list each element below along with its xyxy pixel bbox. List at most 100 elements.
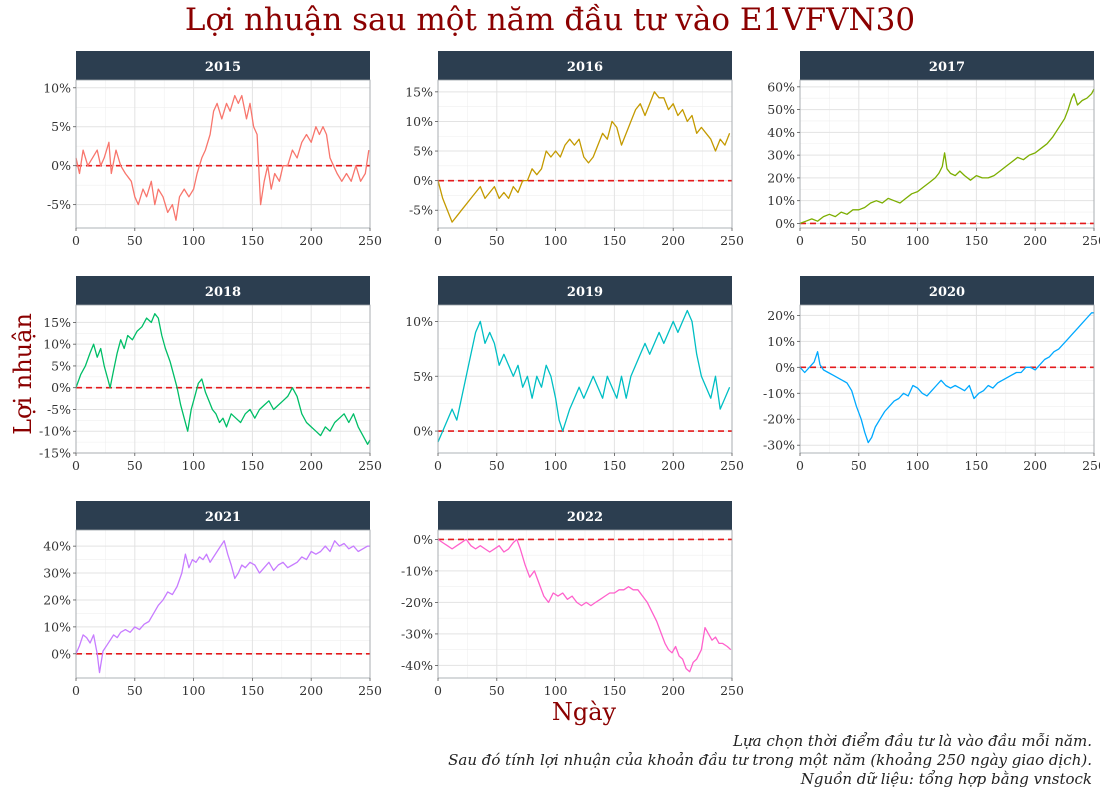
x-tick-label: 0 xyxy=(72,683,80,698)
y-tick-label: 5% xyxy=(51,358,71,373)
y-tick-label: 0% xyxy=(775,216,795,231)
y-tick-label: 10% xyxy=(43,337,71,352)
facet-strip-label: 2017 xyxy=(929,60,965,75)
facet-panel-2016: 2016 -5% 0% 5% 10% 15% 0 50 100 150 200 250 xyxy=(405,51,744,248)
y-tick-label: -15% xyxy=(39,446,71,461)
y-tick-label: 20% xyxy=(767,170,795,185)
y-tick-label: 30% xyxy=(767,148,795,163)
facet-strip xyxy=(76,501,370,530)
y-tick-label: -40% xyxy=(401,658,433,673)
series-line-2021 xyxy=(75,540,370,674)
y-tick-label: -30% xyxy=(401,626,433,641)
x-tick-label: 0 xyxy=(796,458,804,473)
chart-title: Lợi nhuận sau một năm đầu tư vào E1VFVN3… xyxy=(184,2,916,38)
facet-panel-2015: 2015 -5% 0% 5% 10% 0 50 100 150 200 250 xyxy=(43,51,382,248)
facet-panel-2018: 2018 -15% -10% -5% 0% 5% 10% 15% 0 50 100 150 200 250 xyxy=(39,276,382,473)
y-tick-label: 40% xyxy=(767,125,795,140)
x-tick-label: 200 xyxy=(299,458,323,473)
x-tick-label: 150 xyxy=(964,233,988,248)
x-tick-label: 50 xyxy=(127,683,143,698)
series-line-2015 xyxy=(75,94,370,221)
y-tick-label: -5% xyxy=(47,197,71,212)
x-tick-label: 100 xyxy=(544,683,568,698)
caption-line: Lựa chọn thời điểm đầu tư là vào đầu mỗi… xyxy=(733,732,1092,750)
x-tick-label: 50 xyxy=(127,233,143,248)
y-tick-label: 10% xyxy=(767,334,795,349)
x-tick-label: 250 xyxy=(358,458,382,473)
y-tick-label: 40% xyxy=(43,539,71,554)
x-tick-label: 150 xyxy=(602,458,626,473)
y-tick-label: 5% xyxy=(413,369,433,384)
x-tick-label: 100 xyxy=(906,233,930,248)
series-line-2019 xyxy=(437,309,731,443)
x-axis-label: Ngày xyxy=(551,698,617,726)
x-tick-label: 150 xyxy=(964,458,988,473)
x-tick-label: 200 xyxy=(661,683,685,698)
y-tick-label: 0% xyxy=(51,646,71,661)
x-tick-label: 50 xyxy=(489,683,505,698)
x-tick-label: 0 xyxy=(434,683,442,698)
y-tick-label: 10% xyxy=(405,314,433,329)
x-tick-label: 100 xyxy=(544,233,568,248)
series-line-2020 xyxy=(799,312,1094,444)
x-tick-label: 250 xyxy=(720,683,744,698)
y-tick-label: 10% xyxy=(43,619,71,634)
facet-strip-label: 2021 xyxy=(205,510,241,525)
facet-strip xyxy=(76,276,370,305)
x-tick-label: 0 xyxy=(434,458,442,473)
panel-border xyxy=(75,79,371,229)
x-tick-label: 200 xyxy=(661,458,685,473)
y-tick-label: 60% xyxy=(767,79,795,94)
panel-border xyxy=(75,529,371,679)
facet-strip-label: 2019 xyxy=(567,285,603,300)
x-tick-label: 250 xyxy=(358,683,382,698)
facet-panel-2022: 2022 -40% -30% -20% -10% 0% 0 50 100 150 200 250 xyxy=(401,501,744,698)
caption: Lựa chọn thời điểm đầu tư là vào đầu mỗi… xyxy=(448,732,1092,789)
x-tick-label: 150 xyxy=(240,683,264,698)
facet-strip xyxy=(76,51,370,80)
y-tick-label: -20% xyxy=(401,595,433,610)
facet-strip-label: 2018 xyxy=(205,285,241,300)
x-tick-label: 0 xyxy=(72,458,80,473)
facet-strip xyxy=(438,501,732,530)
y-tick-label: 10% xyxy=(767,193,795,208)
x-tick-label: 100 xyxy=(544,458,568,473)
y-tick-label: 20% xyxy=(767,308,795,323)
y-tick-label: 20% xyxy=(43,592,71,607)
y-tick-label: 0% xyxy=(775,360,795,375)
y-tick-label: 5% xyxy=(413,144,433,159)
x-tick-label: 250 xyxy=(720,233,744,248)
y-tick-label: -30% xyxy=(763,438,795,453)
facet-strip xyxy=(800,51,1094,80)
y-tick-label: 30% xyxy=(43,566,71,581)
y-tick-label: -5% xyxy=(409,203,433,218)
x-tick-label: 0 xyxy=(72,233,80,248)
x-tick-label: 150 xyxy=(240,233,264,248)
x-tick-label: 100 xyxy=(906,458,930,473)
x-tick-label: 0 xyxy=(434,233,442,248)
facet-strip xyxy=(438,276,732,305)
x-tick-label: 200 xyxy=(299,233,323,248)
x-tick-label: 100 xyxy=(182,233,206,248)
y-tick-label: 15% xyxy=(405,84,433,99)
y-tick-label: -10% xyxy=(39,424,71,439)
y-tick-label: 10% xyxy=(43,80,71,95)
x-tick-label: 150 xyxy=(602,233,626,248)
panel-border xyxy=(437,79,733,229)
facet-strip-label: 2020 xyxy=(929,285,965,300)
x-tick-label: 200 xyxy=(299,683,323,698)
x-tick-label: 100 xyxy=(182,683,206,698)
facet-panel-2017: 2017 0% 10% 20% 30% 40% 50% 60% 0 50 100 150 200 250 xyxy=(767,51,1100,248)
y-tick-label: 0% xyxy=(413,532,433,547)
facet-strip-label: 2015 xyxy=(205,60,241,75)
panel-border xyxy=(75,304,371,454)
facet-strip xyxy=(438,51,732,80)
x-tick-label: 100 xyxy=(182,458,206,473)
x-tick-label: 250 xyxy=(1082,458,1100,473)
panel-border xyxy=(437,304,733,454)
facet-strip-label: 2016 xyxy=(567,60,603,75)
y-tick-label: 0% xyxy=(51,158,71,173)
series-line-2018 xyxy=(75,313,371,445)
facet-strip-label: 2022 xyxy=(567,510,603,525)
